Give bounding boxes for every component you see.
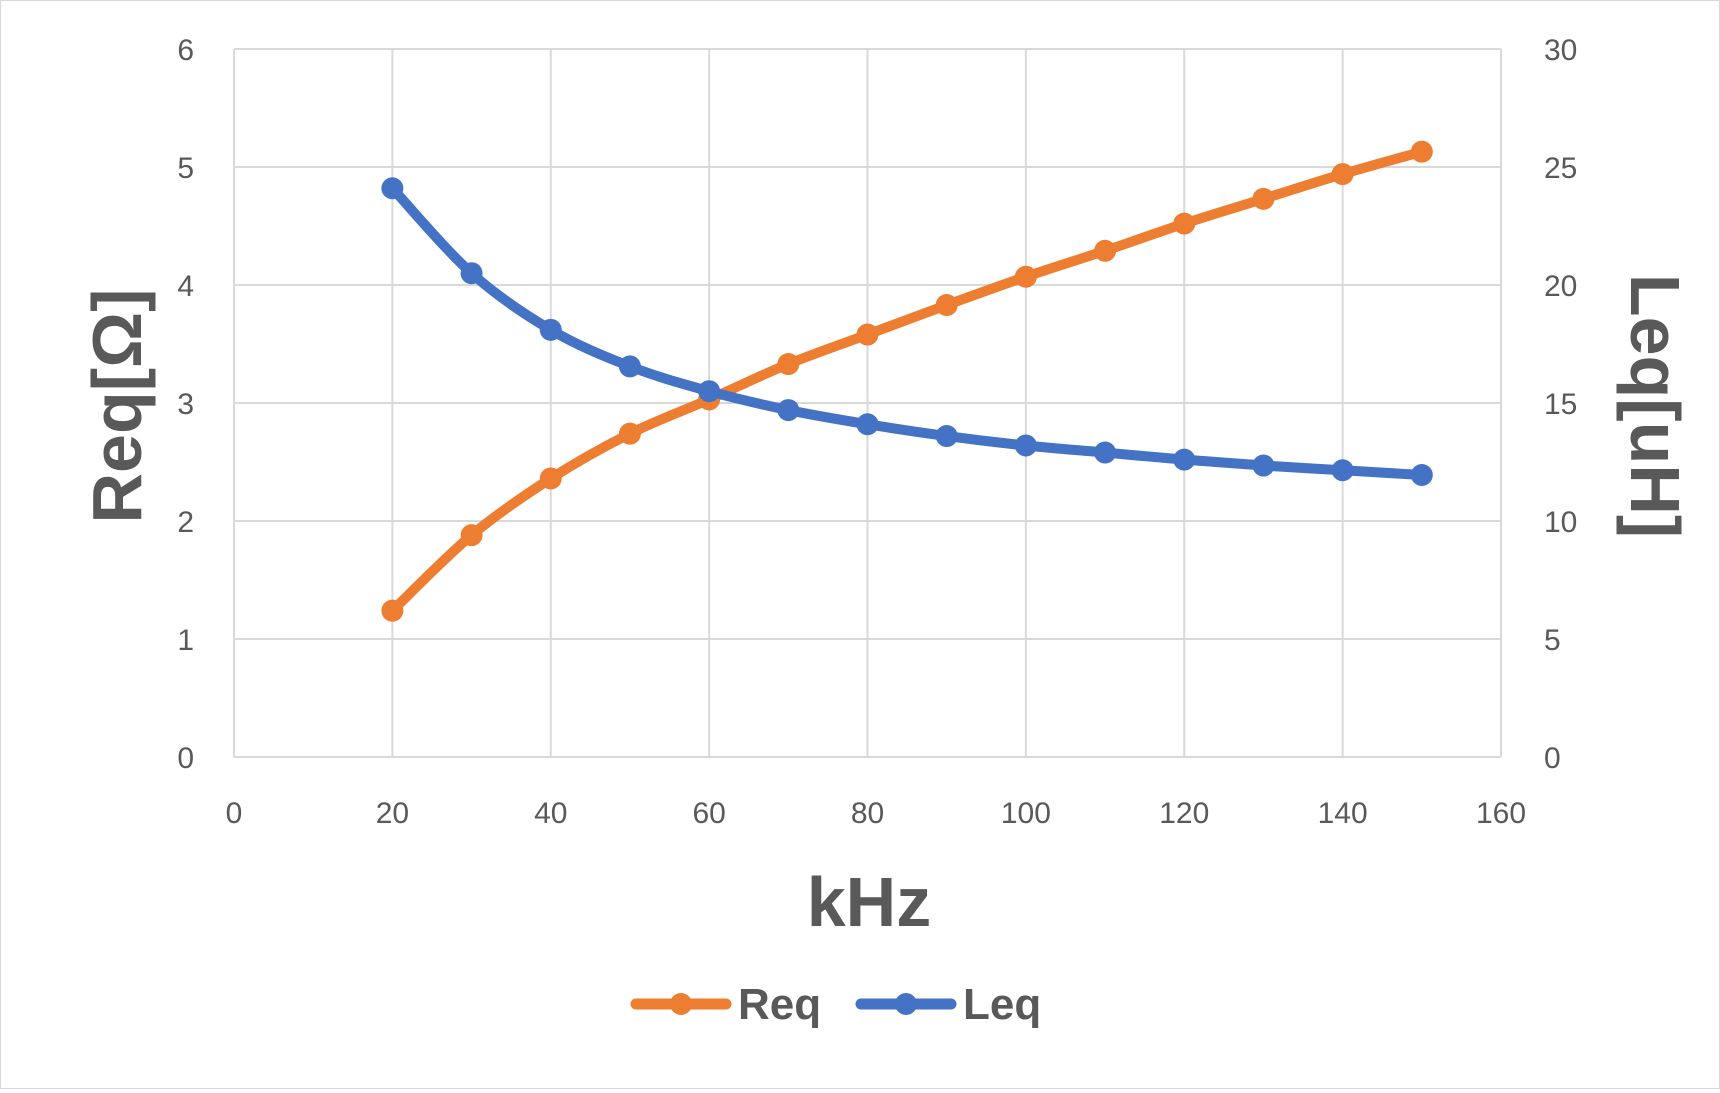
- series-layer: [381, 140, 1433, 622]
- data-point-leq: [856, 413, 879, 436]
- data-point-leq: [1410, 463, 1433, 486]
- legend-label-req: Req: [738, 980, 821, 1029]
- x-tick-label: 0: [226, 797, 243, 830]
- data-point-leq: [1252, 454, 1275, 477]
- data-point-leq: [935, 425, 958, 448]
- right-tick-label: 25: [1544, 152, 1577, 185]
- series-leq: [381, 177, 1433, 486]
- left-tick-label: 2: [177, 506, 194, 539]
- x-tick-label: 80: [851, 797, 884, 830]
- data-point-req: [1252, 187, 1275, 210]
- data-point-req: [935, 294, 958, 317]
- data-point-req: [539, 467, 562, 490]
- data-point-req: [856, 323, 879, 346]
- data-point-leq: [1331, 459, 1354, 482]
- right-tick-label: 15: [1544, 388, 1577, 421]
- legend-item-leq: Leq: [855, 980, 1041, 1029]
- data-point-leq: [777, 399, 800, 422]
- data-point-leq: [460, 262, 483, 285]
- data-point-leq: [539, 318, 562, 341]
- data-point-req: [1173, 212, 1196, 235]
- left-tick-label: 3: [177, 388, 194, 421]
- data-point-leq: [1173, 448, 1196, 471]
- data-point-leq: [1014, 434, 1037, 457]
- right-tick-label: 0: [1544, 742, 1561, 775]
- data-point-leq: [1094, 441, 1117, 464]
- series-line-req: [387, 146, 1427, 616]
- left-tick-label: 4: [177, 270, 194, 303]
- legend-label-leq: Leq: [963, 980, 1041, 1029]
- right-axis-title: Leq[uH]: [1616, 274, 1694, 538]
- left-tick-label: 1: [177, 624, 194, 657]
- left-tick-label: 5: [177, 152, 194, 185]
- right-tick-label: 20: [1544, 270, 1577, 303]
- x-tick-label: 40: [534, 797, 567, 830]
- x-axis-title: kHz: [807, 863, 931, 941]
- legend: Req Leq: [630, 980, 1041, 1029]
- data-point-req: [381, 599, 404, 622]
- legend-marker-leq: [895, 993, 917, 1015]
- data-point-req: [1094, 239, 1117, 262]
- left-tick-label: 0: [177, 742, 194, 775]
- data-point-leq: [381, 177, 404, 200]
- data-point-req: [777, 353, 800, 376]
- right-tick-label: 10: [1544, 506, 1577, 539]
- data-point-req: [1014, 265, 1037, 288]
- data-point-req: [1331, 163, 1354, 186]
- gridlines: [233, 48, 1502, 758]
- x-tick-label: 140: [1318, 797, 1368, 830]
- data-point-req: [460, 524, 483, 547]
- legend-item-req: Req: [630, 980, 821, 1029]
- x-axis-ticks: 0 20 40 60 80 100 120 140 160: [226, 797, 1526, 830]
- data-point-req: [1410, 140, 1433, 163]
- data-point-leq: [698, 380, 721, 403]
- x-tick-label: 100: [1001, 797, 1051, 830]
- x-tick-label: 20: [376, 797, 409, 830]
- data-point-req: [618, 422, 641, 445]
- data-point-leq: [618, 355, 641, 378]
- x-tick-label: 120: [1159, 797, 1209, 830]
- series-req: [381, 140, 1433, 622]
- left-axis-title: Req[Ω]: [78, 289, 156, 524]
- right-tick-label: 5: [1544, 624, 1561, 657]
- left-axis-ticks: 0 1 2 3 4 5 6: [177, 34, 194, 775]
- x-tick-label: 60: [692, 797, 725, 830]
- legend-marker-req: [670, 993, 692, 1015]
- x-tick-label: 160: [1476, 797, 1526, 830]
- right-tick-label: 30: [1544, 34, 1577, 67]
- left-tick-label: 6: [177, 34, 194, 67]
- right-axis-ticks: 0 5 10 15 20 25 30: [1544, 34, 1577, 775]
